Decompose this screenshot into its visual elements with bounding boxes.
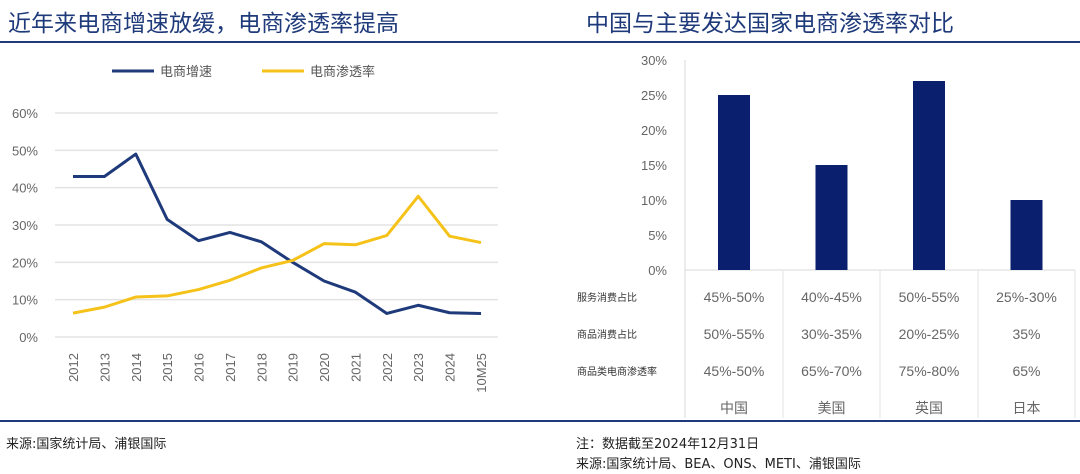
table-row-label: 商品消费占比 bbox=[577, 328, 637, 341]
table-cell: 65% bbox=[1012, 363, 1040, 379]
y-tick-label: 20% bbox=[641, 123, 667, 138]
top-divider bbox=[0, 41, 1080, 43]
table-cell: 30%-35% bbox=[801, 326, 862, 342]
x-tick-label: 2016 bbox=[192, 353, 207, 382]
y-tick-label: 30% bbox=[12, 218, 38, 233]
x-tick-label: 2023 bbox=[411, 353, 426, 382]
y-tick-label: 10% bbox=[641, 193, 667, 208]
table-cell: 40%-45% bbox=[801, 289, 862, 305]
category-label: 英国 bbox=[915, 400, 943, 417]
y-tick-label: 40% bbox=[12, 181, 38, 196]
x-tick-label: 2013 bbox=[97, 353, 112, 382]
table-cell: 35% bbox=[1012, 326, 1040, 342]
y-tick-label: 5% bbox=[648, 228, 667, 243]
x-tick-label: 2014 bbox=[129, 353, 144, 382]
bar-中国 bbox=[718, 95, 750, 270]
bar-英国 bbox=[913, 81, 945, 270]
table-row-label: 服务消费占比 bbox=[577, 291, 637, 304]
y-tick-label: 30% bbox=[641, 53, 667, 68]
right-note: 注：数据截至2024年12月31日 bbox=[576, 437, 760, 452]
table-cell: 45%-50% bbox=[704, 289, 765, 305]
legend-label: 电商增速 bbox=[160, 65, 212, 80]
table-cell: 75%-80% bbox=[899, 363, 960, 379]
y-tick-label: 60% bbox=[12, 106, 38, 121]
x-tick-label: 2015 bbox=[160, 353, 175, 382]
y-tick-label: 20% bbox=[12, 255, 38, 270]
x-tick-label: 2022 bbox=[380, 353, 395, 382]
right-source: 来源:国家统计局、BEA、ONS、METI、浦银国际 bbox=[576, 457, 861, 472]
y-tick-label: 10% bbox=[12, 293, 38, 308]
y-tick-label: 0% bbox=[648, 263, 667, 278]
legend-label: 电商渗透率 bbox=[310, 64, 375, 80]
bottom-divider bbox=[0, 420, 1080, 422]
y-tick-label: 0% bbox=[19, 330, 38, 345]
x-tick-label: 2017 bbox=[223, 353, 238, 382]
right-title: 中国与主要发达国家电商渗透率对比 bbox=[586, 11, 954, 37]
series-line-penetration bbox=[72, 194, 482, 315]
left-source: 来源:国家统计局、浦银国际 bbox=[6, 437, 167, 452]
x-tick-label: 2012 bbox=[66, 353, 81, 382]
y-tick-label: 15% bbox=[641, 158, 667, 173]
x-tick-label: 2024 bbox=[443, 353, 458, 382]
y-tick-label: 50% bbox=[12, 143, 38, 158]
x-tick-label: 2019 bbox=[286, 353, 301, 382]
table-cell: 50%-55% bbox=[704, 326, 765, 342]
table-row-label: 商品类电商渗透率 bbox=[577, 365, 657, 378]
bar-日本 bbox=[1010, 200, 1043, 270]
y-tick-label: 25% bbox=[641, 88, 667, 103]
bar-美国 bbox=[815, 165, 848, 270]
table-cell: 50%-55% bbox=[899, 289, 960, 305]
x-tick-label: 10M25 bbox=[474, 353, 489, 393]
category-label: 美国 bbox=[818, 401, 846, 417]
x-tick-label: 2021 bbox=[348, 353, 363, 382]
series-line-growth bbox=[73, 152, 482, 315]
left-title: 近年来电商增速放缓，电商渗透率提高 bbox=[8, 11, 399, 37]
table-cell: 65%-70% bbox=[801, 363, 862, 379]
category-label: 中国 bbox=[720, 401, 748, 417]
x-tick-label: 2018 bbox=[254, 353, 269, 382]
table-cell: 20%-25% bbox=[899, 326, 960, 342]
category-label: 日本 bbox=[1013, 401, 1041, 417]
x-tick-label: 2020 bbox=[317, 353, 332, 382]
table-cell: 25%-30% bbox=[996, 289, 1057, 305]
table-cell: 45%-50% bbox=[704, 363, 765, 379]
